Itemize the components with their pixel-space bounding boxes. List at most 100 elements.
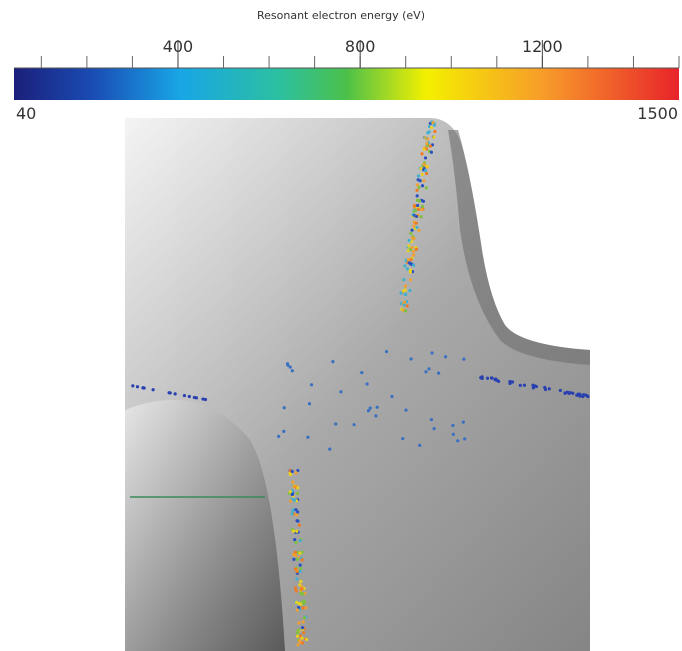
particle [486,377,489,380]
particle [548,387,551,390]
particle [416,183,419,186]
particle [423,148,426,151]
particle [334,422,337,425]
particle [404,309,407,312]
particle [292,530,295,533]
particle [407,258,410,261]
particle [408,262,411,265]
particle [296,558,299,561]
particle [425,142,428,145]
particle [410,229,413,232]
particle [417,174,420,177]
particle [420,152,423,155]
particle [291,369,294,372]
particle [406,267,409,270]
particle [297,621,300,624]
particle [300,636,303,639]
particle [462,358,465,361]
particle [277,435,280,438]
particle [425,172,428,175]
particle [296,608,299,611]
particle [142,386,145,389]
particle [404,293,407,296]
particle [390,395,393,398]
particle [331,360,334,363]
particle [302,631,305,634]
particle [519,384,522,387]
particle [293,538,296,541]
particle [430,418,433,421]
particle [437,372,440,375]
particle [301,558,304,561]
particle [409,232,412,235]
particle [308,402,311,405]
particle [412,237,415,240]
particle [409,278,412,281]
particle [409,248,412,251]
particle [298,639,301,642]
particle [456,439,459,442]
particle [406,304,409,307]
particle [433,427,436,430]
particle [295,577,298,580]
particle [416,199,419,202]
particle [297,629,300,632]
particle [581,395,584,398]
particle [409,269,412,272]
particle [174,392,177,395]
particle [412,254,415,257]
particle [421,173,424,176]
particle [204,398,207,401]
particle [407,244,410,247]
particle [462,421,465,424]
particle [188,395,191,398]
particle [419,215,422,218]
particle [282,430,285,433]
particle [310,383,313,386]
particle [531,384,534,387]
particle [420,208,423,211]
particle [367,409,370,412]
particle [299,539,302,542]
particle [296,635,299,638]
particle [299,564,302,567]
particle [403,264,406,267]
particle [303,616,306,619]
particle [559,389,562,392]
particle [297,643,300,646]
colorbar-ticks: 4008001200 [41,37,679,68]
particle [294,471,297,474]
particle [430,151,433,154]
particle [290,512,293,515]
particle [299,580,302,583]
particle [415,222,418,225]
particle [294,568,297,571]
particle [289,490,292,493]
particle [494,378,497,381]
particle [295,530,298,533]
particle [423,163,426,166]
particle [399,291,402,294]
tick-label: 1200 [522,37,563,56]
particle [283,406,286,409]
particle [302,620,305,623]
particle [151,388,154,391]
particle [523,384,526,387]
particle [412,264,415,267]
particle [425,186,428,189]
particle [430,126,433,129]
particle [296,486,299,489]
particle [444,355,447,358]
particle [291,493,294,496]
particle [183,394,186,397]
particle [408,289,411,292]
particle [294,508,297,511]
particle [577,392,580,395]
particle [301,606,304,609]
particle [385,350,388,353]
particle [301,626,304,629]
particle [289,473,292,476]
particle [414,209,417,212]
particle [415,226,418,229]
particle [426,131,429,134]
